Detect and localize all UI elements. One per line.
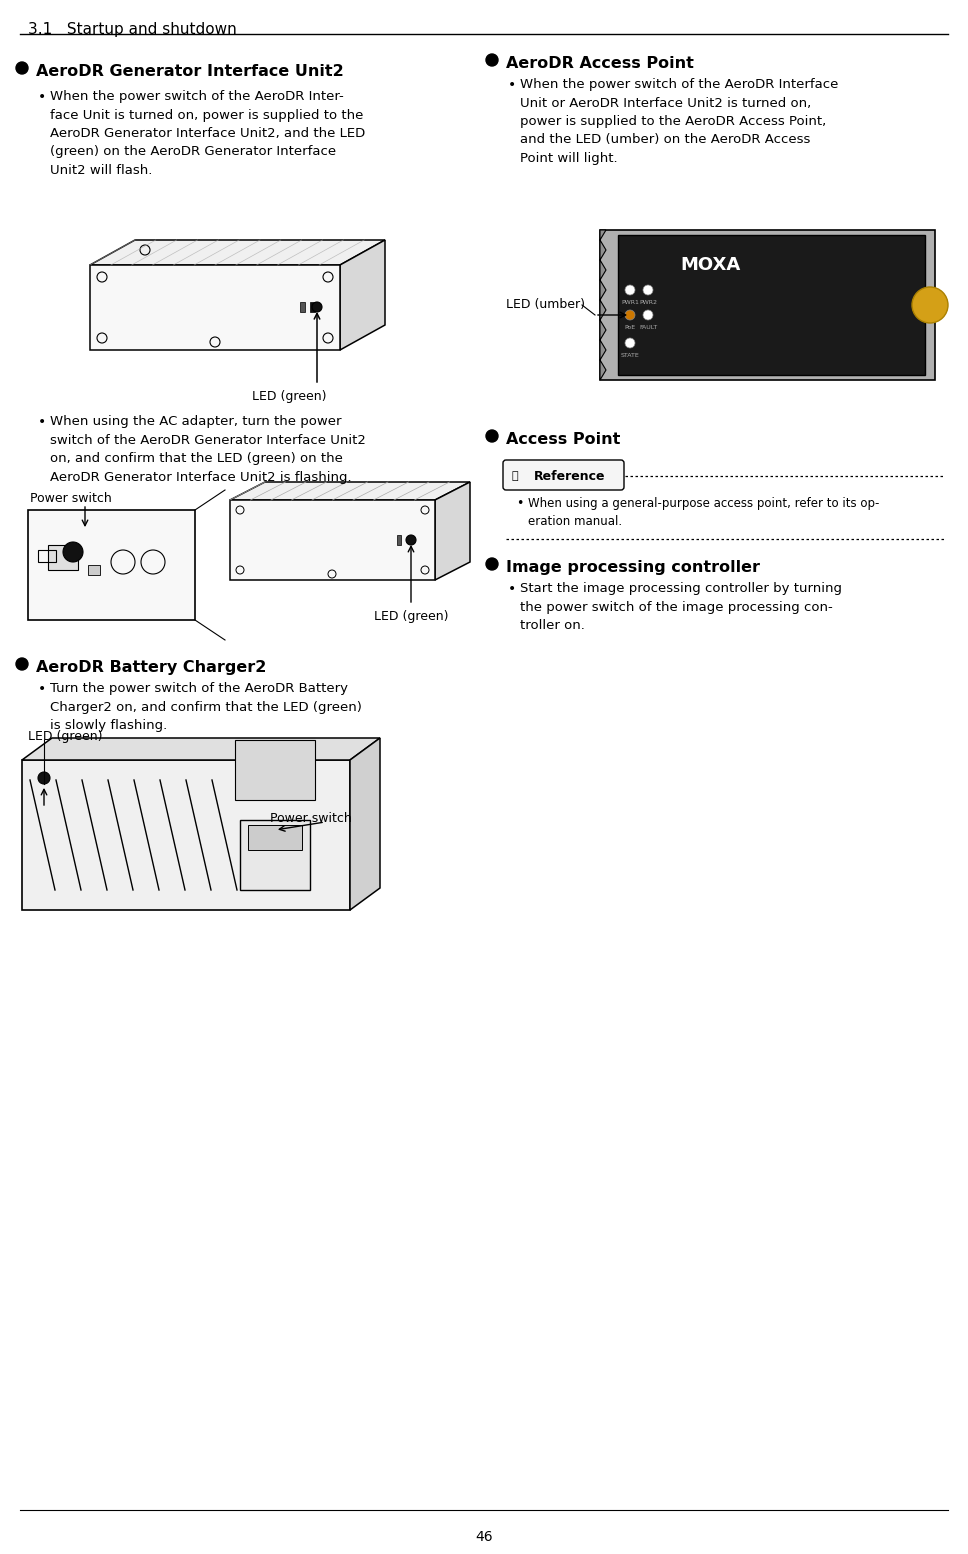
Text: LED (green): LED (green): [28, 730, 103, 743]
Circle shape: [486, 558, 498, 570]
Text: LED (umber): LED (umber): [506, 298, 585, 311]
Text: Image processing controller: Image processing controller: [506, 559, 760, 575]
Circle shape: [16, 62, 28, 75]
Text: •: •: [38, 90, 46, 104]
Circle shape: [643, 284, 653, 295]
Text: MOXA: MOXA: [680, 256, 741, 274]
Polygon shape: [350, 738, 380, 911]
Text: 46: 46: [475, 1531, 493, 1545]
Text: 3.1   Startup and shutdown: 3.1 Startup and shutdown: [28, 22, 237, 37]
Circle shape: [486, 430, 498, 441]
Polygon shape: [90, 239, 385, 266]
Circle shape: [486, 54, 498, 65]
Bar: [300, 301, 305, 312]
Bar: [240, 821, 310, 890]
Text: When using a general-purpose access point, refer to its op-
eration manual.: When using a general-purpose access poin…: [528, 497, 879, 528]
Circle shape: [63, 542, 83, 563]
Bar: [600, 230, 935, 381]
Polygon shape: [22, 760, 350, 911]
Circle shape: [406, 535, 416, 545]
Text: Reference: Reference: [534, 469, 606, 482]
Polygon shape: [230, 500, 435, 580]
FancyBboxPatch shape: [503, 460, 624, 490]
Text: When the power switch of the AeroDR Inter-
face Unit is turned on, power is supp: When the power switch of the AeroDR Inte…: [50, 90, 365, 177]
Polygon shape: [230, 482, 470, 500]
Text: Access Point: Access Point: [506, 432, 620, 448]
Text: •: •: [38, 415, 46, 429]
Text: Power switch: Power switch: [270, 813, 351, 825]
Circle shape: [643, 309, 653, 320]
Bar: [88, 566, 100, 575]
Bar: [235, 740, 315, 800]
Polygon shape: [435, 482, 470, 580]
Circle shape: [312, 301, 322, 312]
Circle shape: [625, 339, 635, 348]
Circle shape: [38, 772, 50, 785]
Polygon shape: [340, 239, 385, 350]
Text: When the power switch of the AeroDR Interface
Unit or AeroDR Interface Unit2 is : When the power switch of the AeroDR Inte…: [520, 78, 838, 165]
Text: Start the image processing controller by turning
the power switch of the image p: Start the image processing controller by…: [520, 583, 842, 632]
Polygon shape: [600, 230, 606, 381]
Text: •: •: [508, 78, 516, 92]
Circle shape: [16, 657, 28, 670]
Circle shape: [912, 287, 948, 323]
Bar: [618, 235, 925, 375]
Text: AeroDR Generator Interface Unit2: AeroDR Generator Interface Unit2: [36, 64, 344, 79]
Circle shape: [625, 309, 635, 320]
Text: PoE: PoE: [624, 325, 636, 329]
Bar: [28, 510, 195, 620]
Text: PWR2: PWR2: [639, 300, 657, 305]
Text: STATE: STATE: [620, 353, 640, 357]
Bar: [310, 301, 315, 312]
Circle shape: [625, 284, 635, 295]
Text: FAULT: FAULT: [639, 325, 657, 329]
Polygon shape: [90, 266, 340, 350]
Text: 👉: 👉: [512, 471, 519, 482]
Text: When using the AC adapter, turn the power
switch of the AeroDR Generator Interfa: When using the AC adapter, turn the powe…: [50, 415, 366, 483]
Text: •: •: [508, 583, 516, 597]
Text: AeroDR Access Point: AeroDR Access Point: [506, 56, 694, 71]
Bar: [248, 825, 302, 850]
Text: LED (green): LED (green): [374, 611, 448, 623]
Text: Turn the power switch of the AeroDR Battery
Charger2 on, and confirm that the LE: Turn the power switch of the AeroDR Batt…: [50, 682, 362, 732]
Text: PWR1: PWR1: [621, 300, 639, 305]
Text: LED (green): LED (green): [252, 390, 326, 402]
Bar: [397, 535, 401, 545]
Bar: [38, 550, 56, 563]
Text: •: •: [38, 682, 46, 696]
Bar: [48, 545, 78, 570]
Text: •: •: [516, 497, 524, 510]
Polygon shape: [22, 738, 380, 760]
Text: AeroDR Battery Charger2: AeroDR Battery Charger2: [36, 660, 266, 674]
Text: Power switch: Power switch: [30, 493, 111, 505]
